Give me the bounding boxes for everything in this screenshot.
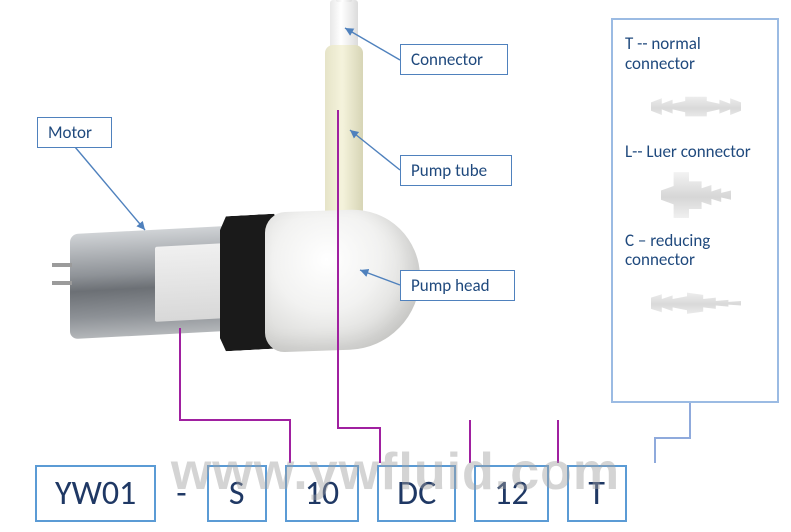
code-box-3: DC [377, 465, 456, 522]
diagram-canvas: Motor Connector Pump tube Pump head T --… [0, 0, 791, 532]
code-box-5: T [567, 465, 627, 522]
pump-motor-pins [52, 263, 72, 293]
pump-connector-shape [330, 0, 358, 50]
model-code-row: YW01 - S 10 DC 12 T [35, 465, 627, 522]
pump-tube-shape [325, 45, 363, 215]
code-separator: - [174, 473, 188, 514]
legend-entry: L-- Luer connector [625, 142, 767, 223]
pump-illustration [70, 185, 420, 360]
legend-entry: T -- normal connector [625, 34, 767, 134]
callout-motor-label: Motor [48, 122, 92, 143]
connector-legend-panel: T -- normal connector L-- Luer connector C… [611, 18, 779, 403]
legend-entry-title: C – reducing connector [625, 231, 767, 270]
callout-motor: Motor [37, 117, 112, 148]
code-text-3: DC [397, 473, 436, 514]
callout-pump-tube-label: Pump tube [411, 160, 487, 181]
callout-pump-head: Pump head [400, 270, 515, 301]
callout-connector: Connector [400, 44, 508, 75]
legend-entry-title: L-- Luer connector [625, 142, 767, 162]
callout-pump-head-label: Pump head [411, 275, 490, 296]
legend-entry-title: T -- normal connector [625, 34, 767, 73]
code-box-4: 12 [474, 465, 548, 522]
code-prefix-text: YW01 [55, 473, 136, 514]
callout-connector-label: Connector [411, 49, 483, 70]
pump-motor-label-shape [155, 243, 225, 322]
legend-entry: C – reducing connector [625, 231, 767, 331]
code-text-5: T [588, 473, 605, 514]
legend-entry-shape [625, 276, 767, 331]
pump-head-shape [265, 207, 420, 352]
callout-pump-tube: Pump tube [400, 155, 512, 186]
code-box-prefix: YW01 [35, 465, 156, 522]
legend-entry-shape [625, 168, 767, 223]
legend-entry-shape [625, 79, 767, 134]
code-box-2: 10 [285, 465, 359, 522]
code-text-2: 10 [305, 473, 339, 514]
code-text-1: S [229, 473, 245, 514]
code-box-1: S [207, 465, 267, 522]
code-text-4: 12 [494, 473, 528, 514]
